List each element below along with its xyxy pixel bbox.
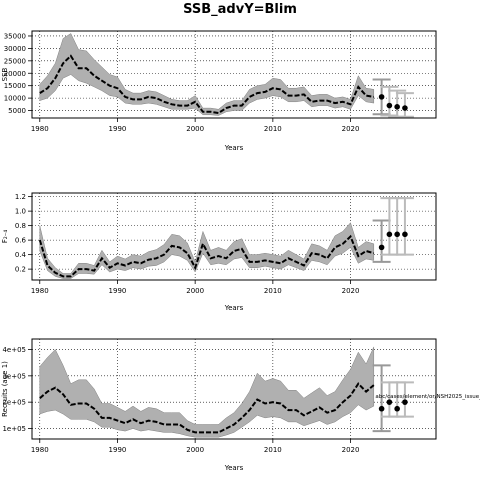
x-tick-label: 1990: [109, 287, 127, 295]
series-line: [39, 54, 374, 115]
y-tick-label: 30000: [4, 45, 26, 53]
plot-frame: [31, 338, 437, 440]
x-axis-label: Years: [224, 304, 244, 312]
x-tick-label: 1990: [109, 125, 127, 133]
x-tick-label: 1980: [31, 287, 49, 295]
y-tick-label: 20000: [4, 70, 26, 78]
forecast-point: [386, 231, 393, 238]
y-tick-label: 1e+05: [2, 425, 26, 433]
x-tick-label: 2020: [342, 446, 360, 454]
x-tick-label: 2010: [264, 446, 282, 454]
forecast-point: [402, 231, 408, 238]
y-axis-label: F₂₋₄: [1, 230, 9, 244]
series-line: [38, 234, 375, 278]
x-tick-label: 2010: [264, 125, 282, 133]
forecast-point: [402, 399, 408, 405]
x-axis-label: Years: [224, 464, 244, 472]
x-tick-label: 1980: [31, 446, 49, 454]
y-tick-label: 2e+05: [2, 399, 26, 407]
y-tick-label: 1.2: [15, 193, 26, 201]
series-line: [39, 382, 375, 434]
y-tick-label: 15000: [4, 82, 26, 90]
y-tick-label: 0.8: [15, 222, 26, 230]
plot-annotation: abc/cases/element/or/NSH2025_issue_for20…: [375, 394, 480, 400]
y-tick-label: 0.2: [15, 266, 26, 274]
y-tick-label: 5000: [8, 107, 26, 115]
forecast-point: [386, 102, 393, 109]
x-tick-label: 2000: [186, 287, 204, 295]
y-tick-label: 0.4: [15, 251, 27, 259]
y-tick-label: 0.6: [15, 237, 27, 245]
x-tick-label: 2000: [186, 125, 204, 133]
x-tick-label: 2000: [186, 446, 204, 454]
x-tick-label: 2020: [342, 125, 360, 133]
y-tick-label: 1.0: [15, 208, 26, 216]
x-axis-label: Years: [224, 144, 244, 152]
plot-frame: [31, 192, 437, 281]
y-tick-label: 10000: [4, 95, 26, 103]
forecast-point: [378, 244, 385, 251]
panel-3: 1980 1990 2000 2010 2020 1e+05 2e+05 3e+05 4e+05…: [1, 338, 480, 472]
forecast-point: [394, 405, 400, 412]
confidence-band: [39, 222, 375, 279]
y-tick-label: 25000: [4, 57, 26, 65]
forecast-point: [394, 231, 400, 238]
x-tick-label: 1980: [31, 125, 49, 133]
panel-2: 1980 1990 2000 2010 2020 0.2 0.4 0.6 0.8 1.0 1.2 Ye…: [1, 192, 437, 312]
x-tick-label: 2010: [264, 287, 282, 295]
forecast-point: [378, 405, 385, 412]
confidence-band: [39, 33, 375, 116]
panel-1: 1980 1990 2000 2010 2020 5000 10000 15000 20000 2…: [1, 30, 437, 152]
confidence-band: [39, 346, 375, 438]
y-tick-label: 35000: [4, 32, 26, 40]
forecast-point: [394, 104, 400, 110]
forecast-point: [402, 105, 408, 111]
y-tick-label: 3e+05: [2, 372, 26, 380]
y-axis-label: SSB: [1, 67, 9, 81]
x-tick-label: 1990: [109, 446, 127, 454]
forecast-point: [386, 399, 393, 405]
plot-frame: [31, 30, 437, 119]
y-tick-label: 4e+05: [2, 346, 26, 354]
x-tick-label: 2020: [342, 287, 360, 295]
panels: 1980 1990 2000 2010 2020 5000 10000 15000 20000 2…: [1, 30, 480, 472]
y-axis-label: Recruits (age 1): [1, 361, 9, 417]
figure-title: SSB_advY=Blim: [183, 2, 297, 17]
forecast-point: [378, 94, 385, 100]
